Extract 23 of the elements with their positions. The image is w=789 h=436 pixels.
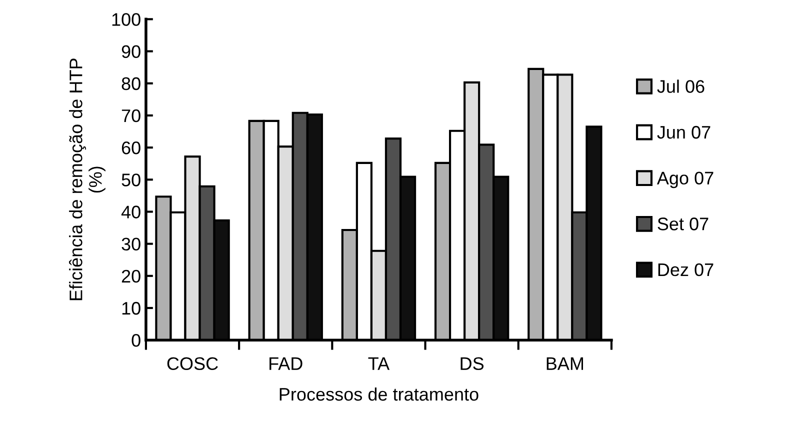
y-axis-title: Eficiência de remoção de HTP (%) <box>69 58 106 300</box>
y-tick-label: 70 <box>122 109 140 122</box>
legend-label: Dez 07 <box>658 263 714 276</box>
legend-label: Jul 06 <box>657 80 704 93</box>
x-tick-label: DS <box>460 357 484 370</box>
x-tick-label: COSC <box>167 357 218 370</box>
y-tick-label: 40 <box>121 206 140 218</box>
legend-label: Ago 07 <box>656 172 714 188</box>
y-tick-label: 80 <box>122 77 140 90</box>
y-tick-label: 100 <box>112 13 140 26</box>
x-tick-label: FAD <box>270 357 302 370</box>
y-tick-label: 50 <box>122 174 140 186</box>
y-tick-label: 30 <box>122 238 140 251</box>
y-tick-label: 20 <box>122 270 140 283</box>
y-tick-label: 90 <box>122 45 140 58</box>
x-axis-title: Processos de tratamento <box>280 387 478 401</box>
legend-label: Set 07 <box>658 218 708 230</box>
y-tick-label: 0 <box>132 334 140 347</box>
y-tick-label: 60 <box>122 141 140 154</box>
y-tick-label: 10 <box>122 302 140 315</box>
x-tick-label: TA <box>368 357 390 370</box>
x-tick-label: BAM <box>546 357 584 370</box>
legend-label: Jun 07 <box>657 126 710 139</box>
